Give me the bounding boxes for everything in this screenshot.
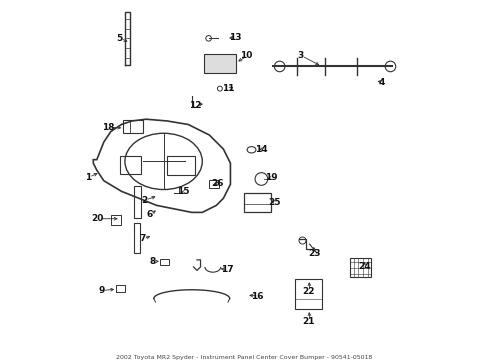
Text: 20: 20 <box>91 214 104 223</box>
Text: 16: 16 <box>251 292 263 301</box>
Text: 14: 14 <box>255 145 267 154</box>
Text: 12: 12 <box>189 101 201 110</box>
Text: 17: 17 <box>220 265 233 274</box>
Text: 25: 25 <box>267 198 280 207</box>
Text: 2002 Toyota MR2 Spyder - Instrument Panel Center Cover Bumper - 90541-05018: 2002 Toyota MR2 Spyder - Instrument Pane… <box>116 355 372 360</box>
Text: 19: 19 <box>264 174 277 183</box>
Text: 18: 18 <box>102 123 114 132</box>
Text: 4: 4 <box>378 78 384 87</box>
Text: 11: 11 <box>222 84 234 93</box>
Text: 7: 7 <box>139 234 145 243</box>
Text: 21: 21 <box>302 317 314 326</box>
Text: 23: 23 <box>307 249 320 258</box>
Text: 6: 6 <box>146 210 152 219</box>
Text: 1: 1 <box>85 173 91 182</box>
Text: 24: 24 <box>357 262 369 271</box>
Text: 8: 8 <box>150 257 156 266</box>
Text: 9: 9 <box>98 286 104 295</box>
Text: 3: 3 <box>297 51 303 60</box>
Text: 5: 5 <box>116 34 122 43</box>
Text: 13: 13 <box>228 33 241 42</box>
FancyBboxPatch shape <box>203 54 235 73</box>
Text: 10: 10 <box>240 51 252 60</box>
Text: 26: 26 <box>211 179 223 188</box>
Text: 22: 22 <box>302 287 314 296</box>
Text: 2: 2 <box>141 195 147 204</box>
Text: 15: 15 <box>177 188 189 197</box>
